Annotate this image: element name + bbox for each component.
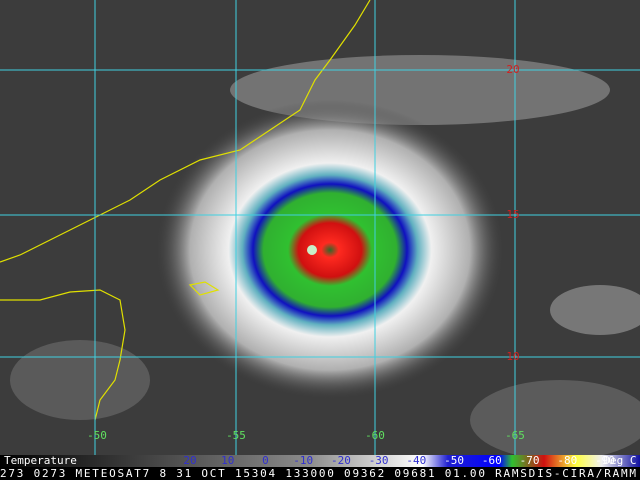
- lat-label: 20: [506, 63, 519, 76]
- colorbar-unit: Deg C: [603, 454, 636, 467]
- colorbar-labels: 20 10 0 -10 -20 -30 -40 -50 -60 -70 -80 -90: [183, 454, 615, 467]
- eye: [307, 245, 317, 255]
- colorbar-label: -20: [331, 454, 351, 467]
- cloud: [10, 340, 150, 420]
- cloud: [550, 285, 640, 335]
- lon-label: -55: [226, 429, 246, 442]
- lon-label: -60: [365, 429, 385, 442]
- footer-bg: [0, 467, 640, 480]
- colorbar-label: 0: [262, 454, 269, 467]
- colorbar-label: 10: [221, 454, 234, 467]
- lon-label: -65: [505, 429, 525, 442]
- grid: [0, 0, 640, 455]
- colorbar-label: -30: [369, 454, 389, 467]
- colorbar-label: -60: [482, 454, 502, 467]
- colorbar-label: -10: [293, 454, 313, 467]
- colorbar-label: -50: [444, 454, 464, 467]
- colorbar-title: Temperature: [4, 454, 77, 467]
- colorbar-label: -40: [406, 454, 426, 467]
- colorbar-label: -70: [520, 454, 540, 467]
- coastline: [0, 0, 371, 421]
- colorbar: [0, 455, 640, 467]
- grid-labels: 20 15 10 -50 -55 -60 -65: [87, 63, 525, 442]
- colorbar-label: -90: [595, 454, 615, 467]
- hurricane: [155, 100, 505, 400]
- colorbar-label: -80: [557, 454, 577, 467]
- colorbar-label: 20: [183, 454, 196, 467]
- lon-label: -50: [87, 429, 107, 442]
- lat-label: 15: [506, 208, 519, 221]
- footer-text: 273 0273 METEOSAT7 8 31 OCT 15304 133000…: [0, 467, 636, 480]
- cloud: [470, 380, 640, 460]
- lat-label: 10: [506, 350, 519, 363]
